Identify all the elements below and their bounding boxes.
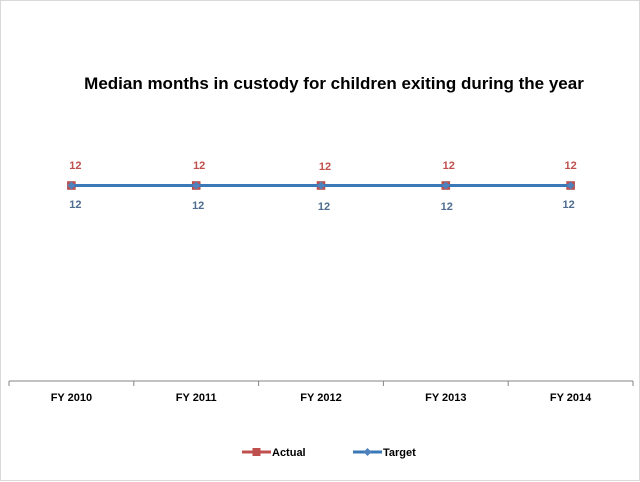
actual-data-label: 12 <box>69 160 81 172</box>
target-marker <box>441 181 450 190</box>
target-marker <box>192 181 201 190</box>
target-data-label: 12 <box>69 199 81 211</box>
actual-data-label: 12 <box>193 160 205 172</box>
legend-actual-marker <box>252 448 261 456</box>
x-axis: FY 2010 FY 2011 FY 2012 FY 2013 FY 2014 <box>8 380 634 404</box>
target-data-label: 12 <box>192 200 204 212</box>
series-layer <box>67 181 575 190</box>
chart-title: Median months in custody for children ex… <box>84 74 584 93</box>
actual-data-label: 12 <box>443 160 455 172</box>
target-data-label: 12 <box>562 199 574 211</box>
actual-data-label: 12 <box>564 160 576 172</box>
target-marker <box>317 181 325 190</box>
x-tick-label: FY 2012 <box>300 392 341 404</box>
x-tick-label: FY 2010 <box>51 392 92 404</box>
target-data-label: 12 <box>318 201 330 213</box>
legend: Actual Target <box>242 447 416 459</box>
legend-target-label: Target <box>383 447 416 459</box>
legend-actual-label: Actual <box>272 447 306 459</box>
x-tick-label: FY 2014 <box>550 392 592 404</box>
target-marker <box>566 181 575 190</box>
x-tick-label: FY 2011 <box>176 392 217 404</box>
data-labels: 12 12 12 12 12 12 12 12 12 12 <box>69 160 576 213</box>
x-tick-label: FY 2013 <box>425 392 466 404</box>
legend-target-marker <box>363 448 372 456</box>
target-data-label: 12 <box>441 201 453 213</box>
target-marker <box>67 181 76 190</box>
actual-data-label: 12 <box>319 161 331 173</box>
